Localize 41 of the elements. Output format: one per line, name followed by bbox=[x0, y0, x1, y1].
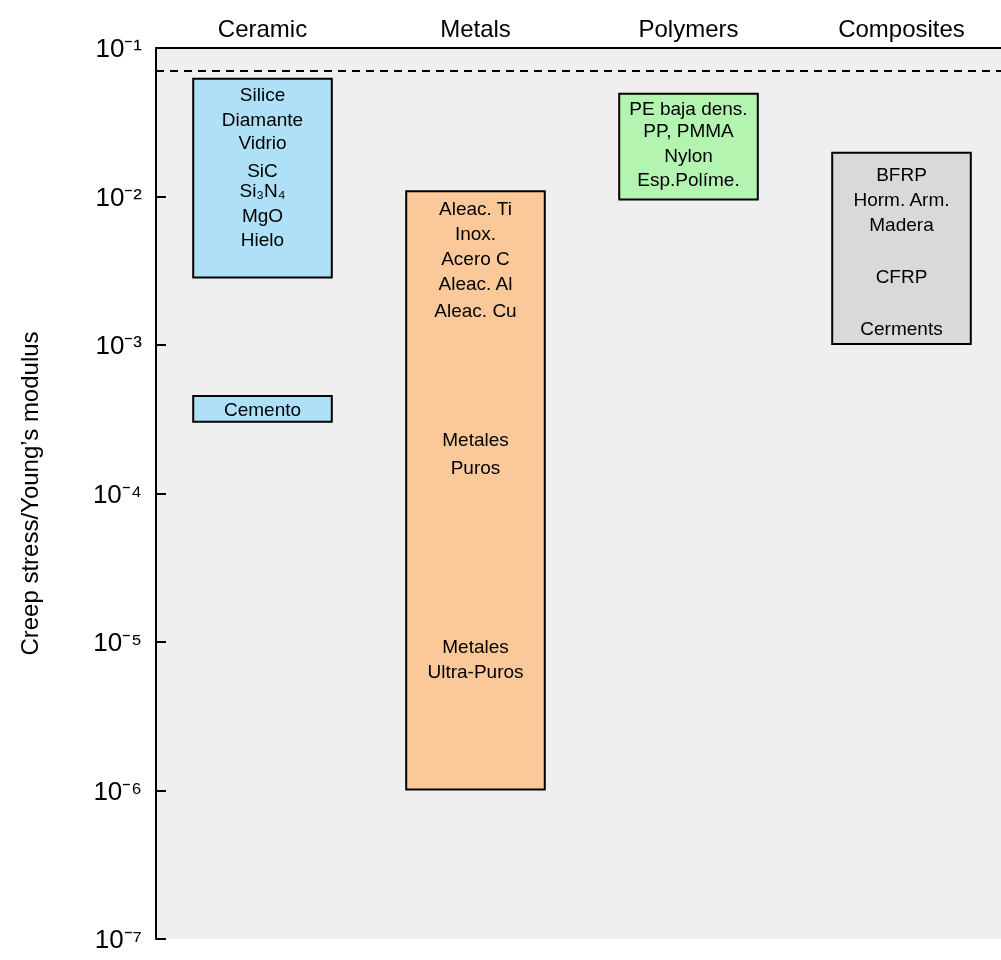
x-tick-label: Polymers bbox=[638, 14, 739, 42]
y-tick-label: 10⁻⁴ bbox=[92, 478, 142, 509]
x-tick-label: Metals bbox=[440, 14, 511, 42]
annotation: Nylon bbox=[664, 144, 713, 166]
annotation: Acero C bbox=[441, 248, 510, 270]
annotation: Madera bbox=[869, 213, 935, 235]
annotation: Inox. bbox=[454, 223, 497, 245]
annotation: Metales bbox=[442, 429, 509, 451]
annotation: Cerments bbox=[860, 317, 943, 339]
x-tick-label: Ceramic bbox=[217, 14, 308, 42]
annotation: BFRP bbox=[876, 164, 927, 186]
annotation: CFRP bbox=[875, 265, 928, 287]
bar bbox=[405, 190, 546, 791]
bar bbox=[192, 395, 333, 423]
annotation: Ultra-Puros bbox=[427, 661, 524, 683]
annotation: Horm. Arm. bbox=[853, 188, 950, 210]
annotation: Puros bbox=[450, 456, 501, 478]
y-tick-label: 10⁻⁷ bbox=[94, 924, 142, 954]
annotation: Aleac. Cu bbox=[434, 300, 517, 322]
annotation: Aleac. Al bbox=[438, 272, 513, 294]
y-axis-title: Creep stress/Young’s modulus bbox=[15, 331, 43, 656]
bar bbox=[831, 151, 972, 345]
annotation: Diamante bbox=[221, 109, 304, 130]
x-tick-label: Composites bbox=[838, 14, 965, 42]
annotation: MgO bbox=[241, 205, 284, 227]
annotation: Silice bbox=[239, 83, 286, 105]
annotation: Si₃N₄ bbox=[239, 179, 286, 201]
y-tick-label: 10⁻⁶ bbox=[93, 775, 142, 806]
y-tick-label: 10⁻² bbox=[95, 181, 143, 212]
annotation: Esp.Políme. bbox=[637, 169, 740, 191]
annotation: Vidrio bbox=[238, 132, 287, 154]
y-tick-label: 10⁻¹ bbox=[95, 33, 143, 63]
annotation: SiC bbox=[247, 159, 278, 181]
y-tick-label: 10⁻⁵ bbox=[93, 627, 142, 657]
annotation: Hielo bbox=[240, 229, 285, 251]
annotation: PP, PMMA bbox=[643, 119, 735, 141]
annotation: PE baja dens. bbox=[629, 98, 748, 120]
annotation: Aleac. Ti bbox=[439, 198, 512, 220]
annotation: Metales bbox=[442, 636, 509, 658]
annotation: Cemento bbox=[223, 398, 302, 420]
y-tick-label: 10⁻³ bbox=[95, 330, 143, 360]
